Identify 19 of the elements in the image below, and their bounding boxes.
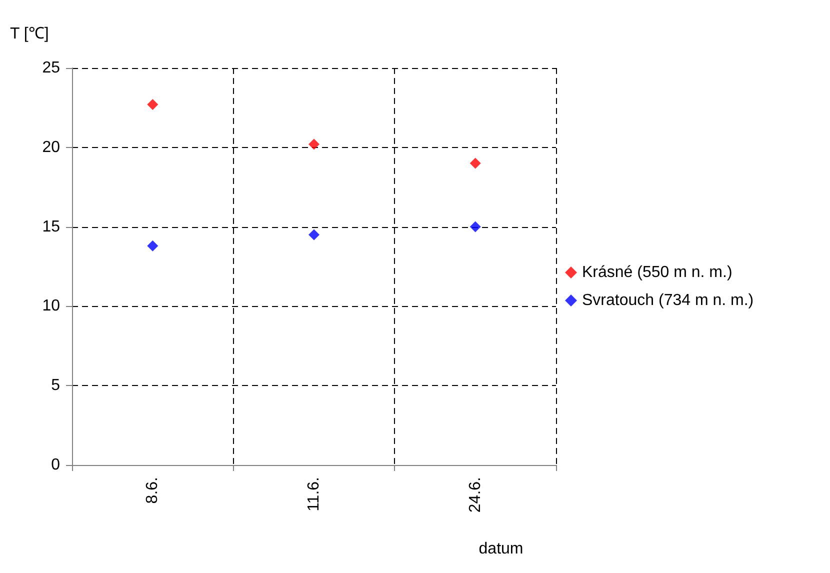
x-tick-label: 8.6.	[144, 477, 162, 504]
y-tick-label: 25	[42, 60, 60, 76]
x-tick-label: 11.6.	[306, 477, 322, 512]
point	[308, 138, 320, 150]
point	[470, 221, 481, 232]
y-tick-label: 5	[51, 377, 60, 394]
point	[147, 240, 158, 252]
point	[470, 158, 481, 169]
y-axis-title: T [℃]	[10, 26, 49, 42]
x-tick-label: 24.6.	[466, 477, 484, 513]
legend-label: Svratouch (734 m n. m.)	[582, 292, 754, 309]
y-tick-label: 15	[42, 218, 60, 236]
point	[147, 99, 158, 110]
x-axis-title: datum	[478, 540, 524, 558]
legend-label: Krásné (550 m n. m.)	[582, 264, 732, 281]
y-tick-label: 20	[42, 138, 60, 156]
y-tick-label: 10	[42, 298, 60, 315]
point	[308, 229, 320, 240]
y-tick-label: 0	[51, 456, 60, 474]
